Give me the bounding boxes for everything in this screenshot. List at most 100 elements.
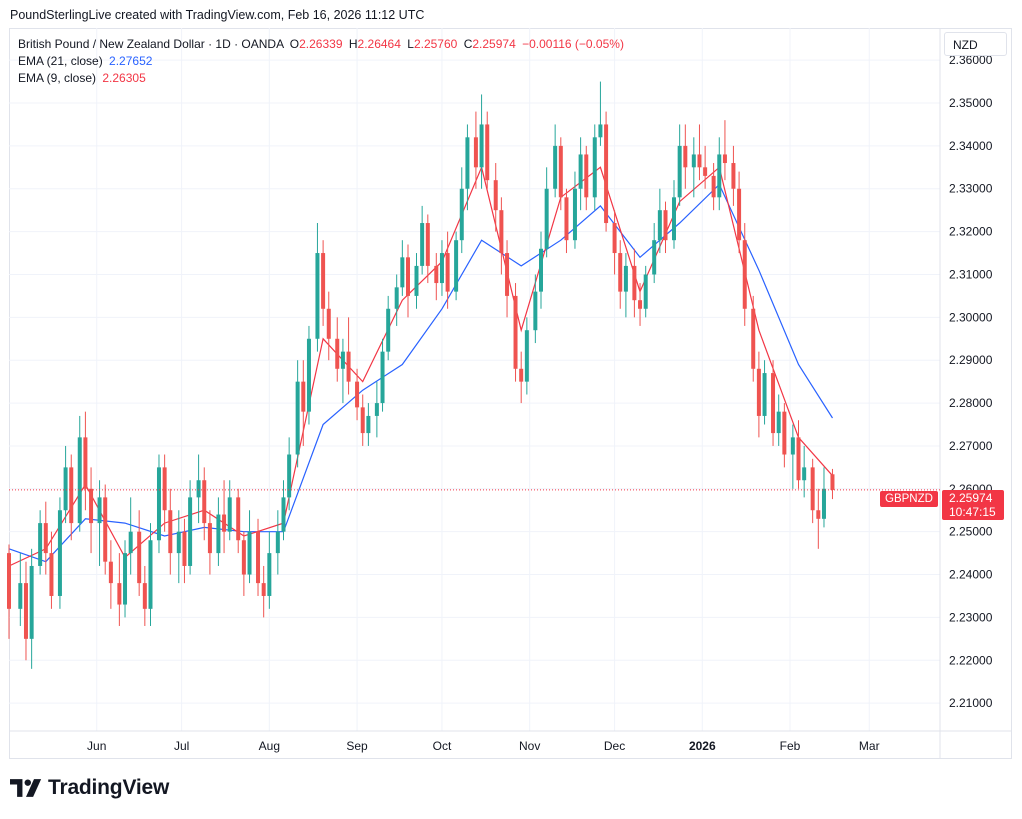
candle-body bbox=[558, 145, 563, 198]
candle-body bbox=[168, 510, 173, 554]
candle-body bbox=[691, 154, 696, 168]
candle bbox=[366, 403, 371, 446]
candle bbox=[513, 283, 518, 382]
candle-body bbox=[632, 265, 637, 301]
price-tick-label: 2.23000 bbox=[949, 610, 993, 624]
time-tick-label: Mar bbox=[859, 739, 880, 753]
candle-body bbox=[445, 253, 450, 292]
candle-body bbox=[23, 583, 28, 639]
price-tick-label: 2.30000 bbox=[949, 310, 993, 324]
candle bbox=[49, 531, 54, 609]
candle bbox=[802, 445, 807, 498]
price-tick-label: 2.31000 bbox=[949, 267, 993, 281]
candle bbox=[465, 124, 470, 211]
candle bbox=[69, 454, 74, 541]
candle bbox=[295, 360, 300, 468]
candle-body bbox=[346, 351, 351, 382]
candle-body bbox=[142, 583, 147, 609]
candle bbox=[711, 163, 716, 211]
candle bbox=[216, 497, 221, 566]
candle bbox=[374, 381, 379, 438]
candle bbox=[830, 468, 835, 500]
legend-symbol[interactable]: British Pound / New Zealand Dollar · 1D … bbox=[18, 37, 284, 51]
candle-body bbox=[485, 124, 490, 181]
candle-body bbox=[18, 583, 23, 609]
candle-body bbox=[592, 137, 597, 198]
candle-body bbox=[434, 265, 439, 284]
candle-body bbox=[796, 437, 801, 481]
candle bbox=[18, 553, 23, 626]
candle-body bbox=[643, 274, 648, 309]
candle-body bbox=[414, 265, 419, 296]
candle bbox=[544, 167, 549, 258]
candle-body bbox=[677, 145, 682, 198]
candle bbox=[558, 137, 563, 211]
legend-ema9-row[interactable]: EMA (9, close) 2.26305 bbox=[18, 70, 624, 87]
legend-ema21-row[interactable]: EMA (21, close) 2.27652 bbox=[18, 53, 624, 70]
candle bbox=[420, 205, 425, 275]
chart-frame[interactable] bbox=[9, 28, 1012, 759]
candle bbox=[380, 338, 385, 412]
candle-body bbox=[722, 154, 727, 164]
candle-body bbox=[612, 223, 617, 254]
candle-body bbox=[604, 124, 609, 224]
candle bbox=[108, 540, 113, 609]
candle-body bbox=[196, 480, 201, 498]
candle bbox=[207, 510, 212, 575]
candle-body bbox=[802, 467, 807, 481]
candle-body bbox=[821, 488, 826, 519]
candle bbox=[176, 510, 181, 584]
time-tick-label: Dec bbox=[604, 739, 625, 753]
axis-layer: 2.36000 2.35000 2.34000 2.33000 2.32000 2.310… bbox=[9, 28, 1012, 759]
candle bbox=[697, 124, 702, 181]
candle-body bbox=[97, 497, 102, 524]
price-tick-label: 2.33000 bbox=[949, 182, 993, 196]
candle-body bbox=[425, 223, 430, 266]
candle bbox=[663, 201, 668, 254]
candle bbox=[584, 145, 589, 211]
candle bbox=[414, 253, 419, 309]
price-tick-label: 2.22000 bbox=[949, 653, 993, 667]
candle bbox=[128, 497, 133, 575]
tradingview-logo-icon bbox=[10, 779, 42, 797]
candle-body bbox=[683, 145, 688, 168]
price-tick-label: 2.35000 bbox=[949, 96, 993, 110]
candle bbox=[394, 274, 399, 326]
bar-countdown: 10:47:15 bbox=[949, 505, 996, 519]
candle-body bbox=[479, 124, 484, 168]
candle-body bbox=[816, 510, 821, 519]
candle-body bbox=[275, 531, 280, 554]
candle-body bbox=[519, 368, 524, 382]
candle-body bbox=[473, 137, 478, 168]
candle-body bbox=[533, 291, 538, 331]
candle bbox=[188, 480, 193, 575]
candle bbox=[287, 437, 292, 511]
time-tick-label: Jul bbox=[174, 739, 189, 753]
candle-body bbox=[776, 411, 781, 434]
candle bbox=[703, 145, 708, 189]
candle bbox=[241, 531, 246, 596]
candle-body bbox=[703, 167, 708, 176]
candle-body bbox=[77, 437, 82, 524]
candle bbox=[652, 223, 657, 284]
candle bbox=[499, 197, 504, 275]
chart-legend: British Pound / New Zealand Dollar · 1D … bbox=[18, 36, 624, 87]
footer-logo[interactable]: TradingView bbox=[10, 776, 169, 800]
time-tick-label: Feb bbox=[780, 739, 801, 753]
candle bbox=[493, 163, 498, 232]
currency-button[interactable]: NZD bbox=[944, 32, 1007, 56]
candle-body bbox=[374, 403, 379, 416]
candle-body bbox=[782, 411, 787, 455]
legend-close-value: 2.25974 bbox=[472, 37, 516, 51]
candle-body bbox=[103, 497, 108, 562]
candle bbox=[202, 467, 207, 541]
candle-body bbox=[7, 553, 11, 609]
candle bbox=[123, 540, 128, 618]
candle-body bbox=[241, 540, 246, 575]
candle-body bbox=[672, 197, 676, 241]
candle bbox=[810, 458, 815, 524]
candle bbox=[222, 480, 227, 554]
candle-body bbox=[386, 308, 391, 352]
candle-body bbox=[216, 514, 221, 554]
